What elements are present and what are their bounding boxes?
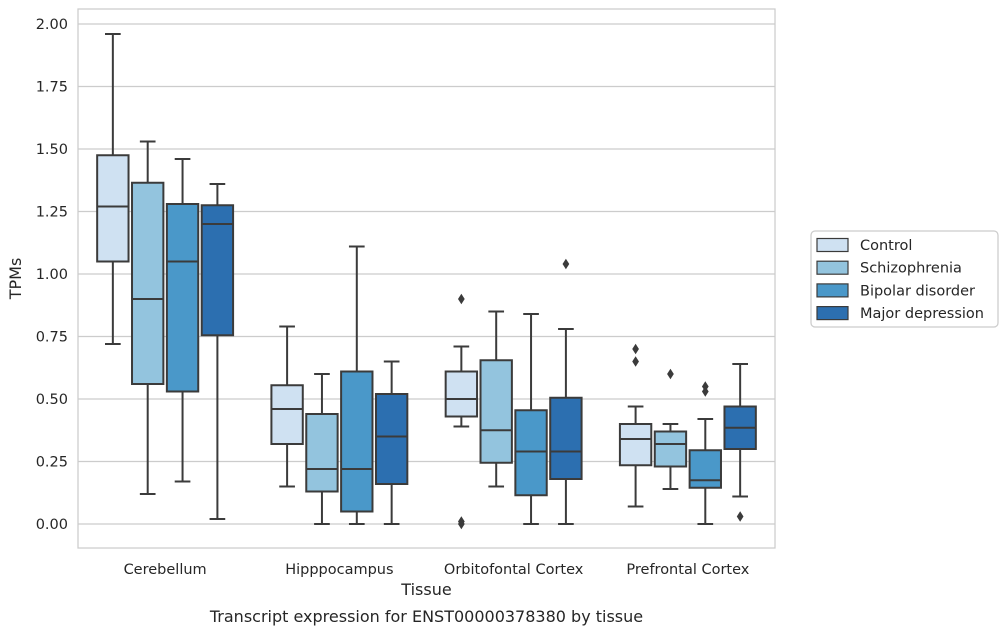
box-iqr: [200, 204, 235, 337]
box-major-depression: [723, 363, 757, 522]
box-control: [444, 293, 479, 530]
box-iqr: [340, 370, 374, 513]
legend-swatch: [816, 260, 849, 275]
outlier-point: [457, 293, 465, 305]
outlier-point: [667, 368, 674, 380]
y-tick-label: 1.25: [36, 205, 68, 221]
x-axis-label: Tissue: [400, 580, 451, 599]
y-tick-label: 0.25: [36, 455, 68, 471]
box-bipolar-disorder: [340, 245, 374, 525]
box-iqr: [618, 423, 653, 467]
outlier-point: [632, 343, 639, 355]
y-axis-label: TPMs: [6, 258, 25, 301]
x-tick-label: Orbitofontal Cortex: [444, 562, 584, 578]
y-tick-label: 1.50: [36, 142, 68, 158]
chart-caption: Transcript expression for ENST0000037838…: [209, 607, 643, 626]
y-tick-label: 1.75: [36, 80, 68, 96]
x-tick-label: Hipppocampus: [285, 562, 393, 578]
box-schizophrenia: [653, 368, 688, 490]
y-axis-ticks: 0.00 0.25 0.50 0.75 1.00 1.25 1.50 1.75 2.00: [36, 17, 68, 533]
y-tick-label: 0.00: [36, 517, 68, 533]
y-tick-label: 0.75: [36, 330, 68, 346]
legend-label: Control: [860, 238, 912, 254]
box-schizophrenia: [305, 373, 339, 525]
x-tick-label: Cerebellum: [124, 562, 207, 578]
plot-frame: [77, 8, 776, 549]
box-control: [96, 33, 130, 345]
box-iqr: [374, 393, 409, 485]
legend-swatch: [816, 237, 849, 253]
legend-swatch: [816, 306, 849, 321]
box-iqr: [270, 384, 304, 445]
box-schizophrenia: [479, 310, 513, 488]
box-bipolar-disorder: [688, 381, 722, 525]
outlier-point: [562, 258, 570, 270]
legend-label: Schizophrenia: [860, 261, 962, 277]
y-tick-label: 2.00: [36, 17, 68, 33]
box-schizophrenia: [131, 140, 165, 495]
legend: Control Schizophrenia Bipolar disorder Majo…: [810, 230, 999, 328]
box-iqr: [479, 359, 513, 464]
box-major-depression: [374, 360, 409, 525]
box-iqr: [96, 154, 130, 263]
box-bipolar-disorder: [514, 313, 548, 525]
box-major-depression: [549, 258, 583, 525]
box-iqr: [653, 430, 688, 468]
outlier-point: [701, 386, 709, 397]
box-control: [618, 343, 653, 508]
legend-label: Major depression: [860, 306, 984, 322]
y-tick-label: 1.00: [36, 267, 68, 283]
y-tick-label: 0.50: [36, 392, 68, 408]
legend-frame: [810, 230, 999, 328]
box-iqr: [305, 413, 339, 493]
box-iqr: [165, 203, 200, 393]
boxes: [96, 33, 757, 530]
box-major-depression: [200, 183, 235, 520]
box-iqr: [514, 409, 548, 497]
x-axis-ticks: Cerebellum Hipppocampus Orbitofontal Corte…: [124, 562, 750, 578]
x-tick-label: Prefrontal Cortex: [626, 562, 749, 578]
legend-label: Bipolar disorder: [860, 283, 975, 299]
box-iqr: [444, 370, 479, 418]
box-iqr: [549, 396, 583, 480]
outlier-point: [736, 511, 744, 522]
box-iqr: [688, 449, 722, 489]
box-iqr: [131, 181, 165, 385]
outlier-point: [457, 518, 465, 530]
box-bipolar-disorder: [165, 158, 200, 483]
legend-swatch: [816, 283, 849, 298]
box-control: [270, 325, 304, 488]
outlier-point: [632, 356, 639, 367]
